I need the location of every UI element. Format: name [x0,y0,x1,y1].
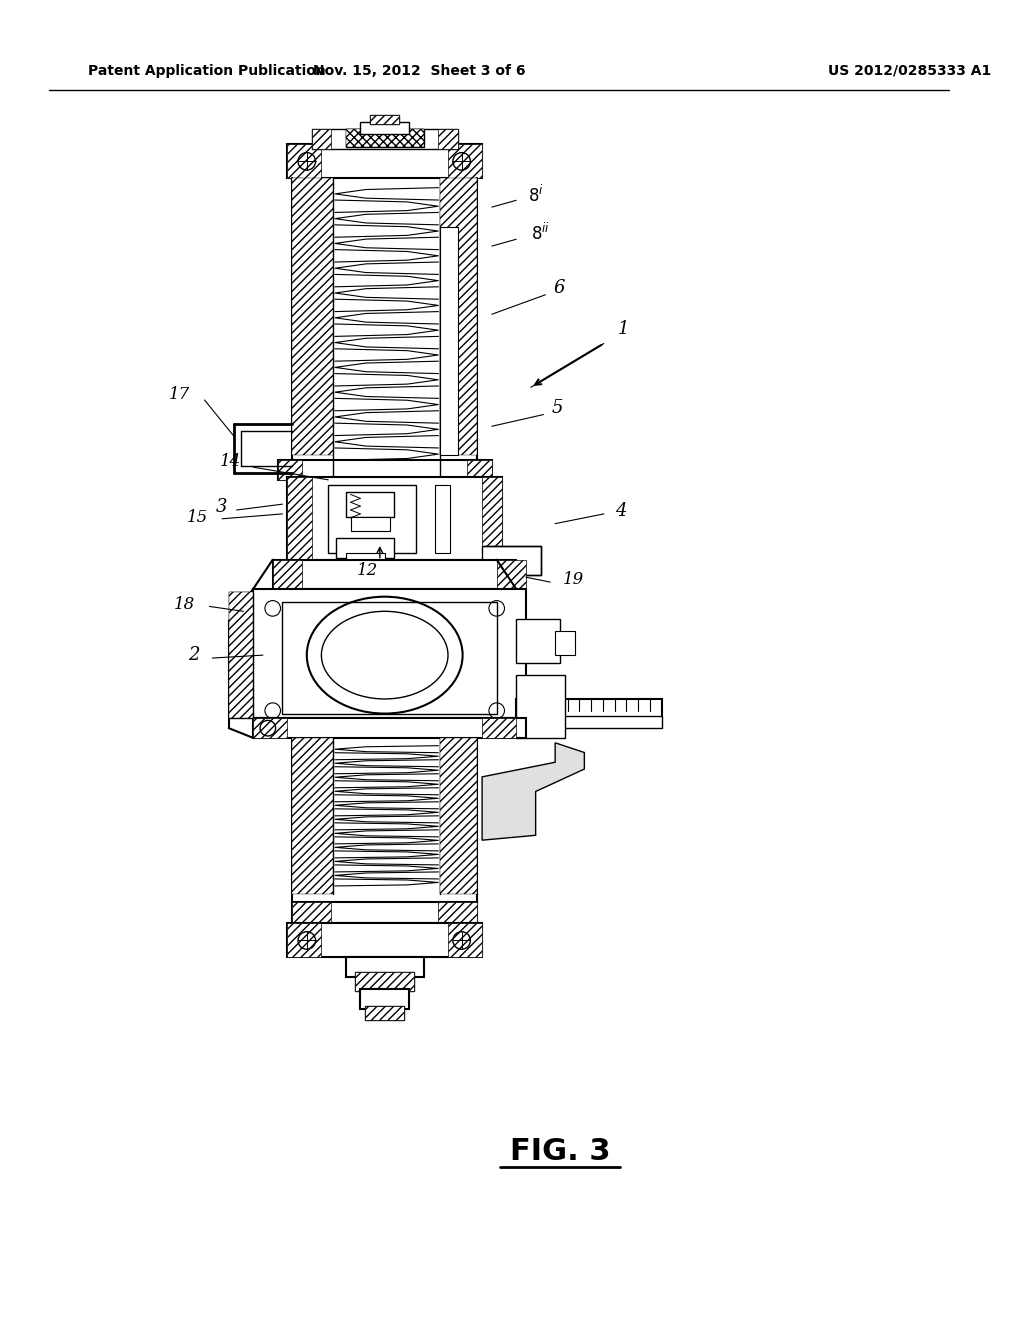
Bar [516,619,560,663]
Text: 12: 12 [356,562,378,579]
Bar [366,1006,404,1020]
Bar [292,902,331,923]
Bar [288,477,502,560]
Text: FIG. 3: FIG. 3 [510,1138,610,1167]
Bar [360,123,409,135]
Bar [555,631,574,655]
Bar [482,718,516,738]
Bar [497,560,526,589]
Bar [253,718,526,738]
Bar [516,717,663,729]
Bar [288,477,311,560]
Bar [355,972,414,991]
Bar [440,738,477,894]
Bar [288,144,482,178]
Bar [438,129,458,149]
Text: 2: 2 [188,645,200,664]
Bar [468,461,492,480]
Bar [435,484,450,553]
Bar [346,129,424,147]
Bar [292,902,477,923]
Text: 6: 6 [553,279,564,297]
Bar [253,718,288,738]
Text: 4: 4 [615,502,627,520]
Bar [288,923,482,957]
Bar [288,923,322,957]
Text: Nov. 15, 2012  Sheet 3 of 6: Nov. 15, 2012 Sheet 3 of 6 [312,63,525,78]
Bar [278,461,492,480]
Bar [272,560,516,589]
Bar [346,553,385,562]
Bar [482,477,502,560]
Text: $8^{ii}$: $8^{ii}$ [530,223,550,244]
Text: 14: 14 [220,453,242,470]
Bar [292,738,333,894]
Bar [253,589,526,718]
Bar [516,700,663,718]
Text: 17: 17 [169,385,189,403]
Bar [336,539,394,558]
Bar [360,989,409,1008]
Bar [482,546,541,576]
Polygon shape [482,743,585,840]
Bar [346,492,394,517]
Text: 5: 5 [551,399,563,417]
Bar [229,591,253,718]
Bar [283,602,497,714]
Bar [440,178,477,455]
Text: Patent Application Publication: Patent Application Publication [88,63,326,78]
Bar [355,972,414,991]
Text: 18: 18 [173,597,195,612]
Bar [516,675,565,738]
Bar [311,129,458,149]
Bar [449,144,482,178]
Bar [292,178,333,455]
Bar [370,115,399,124]
Bar [329,484,416,553]
Text: 1: 1 [617,319,629,338]
Bar [278,461,302,480]
Text: US 2012/0285333 A1: US 2012/0285333 A1 [827,63,991,78]
Bar [311,129,331,149]
Bar [346,129,424,147]
Bar [350,517,389,532]
Bar [438,902,477,923]
Text: 15: 15 [187,510,209,527]
Bar [288,144,322,178]
Bar [440,227,458,455]
Bar [366,1006,404,1020]
Bar [346,957,424,977]
Bar [370,115,399,124]
Text: $8^{i}$: $8^{i}$ [527,185,544,206]
Bar [229,591,253,718]
Bar [272,560,302,589]
Text: 19: 19 [563,570,584,587]
Text: 3: 3 [215,498,227,516]
Bar [449,923,482,957]
